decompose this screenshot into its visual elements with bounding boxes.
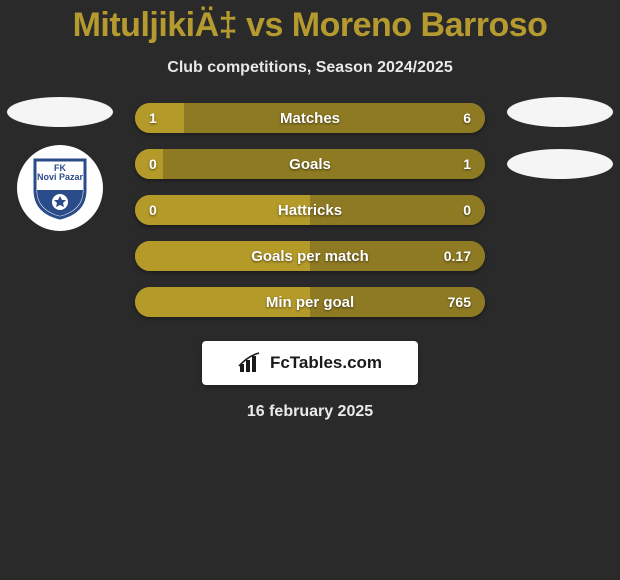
bar-chart-icon	[238, 352, 264, 374]
site-logo-text: FcTables.com	[270, 353, 382, 373]
stat-left-value: 0	[149, 202, 157, 218]
stat-label: Goals per match	[251, 248, 369, 265]
left-player-ellipse	[7, 97, 113, 127]
stat-left-value: 0	[149, 156, 157, 172]
stat-bars: 1 6 Matches 0 1 Goals 0 0 Hattricks 0.17 Goals per…	[135, 103, 485, 317]
comparison-content: FK Novi Pazar 1 6 Matches 0 1 Goals 0 0 Hattrick…	[0, 103, 620, 317]
comparison-date: 16 february 2025	[0, 403, 620, 421]
left-club-badge: FK Novi Pazar	[17, 145, 103, 231]
stat-bar-left-fill	[135, 103, 184, 133]
stat-bar: 0 1 Goals	[135, 149, 485, 179]
left-club-name: FK Novi Pazar	[31, 164, 89, 183]
stat-label: Matches	[280, 110, 340, 127]
right-player-badges	[502, 97, 618, 179]
page-subtitle: Club competitions, Season 2024/2025	[0, 59, 620, 77]
right-player-ellipse-2	[507, 149, 613, 179]
left-player-badges: FK Novi Pazar	[2, 97, 118, 231]
stat-label: Min per goal	[266, 294, 354, 311]
stat-right-value: 6	[463, 110, 471, 126]
page-title: MituljikiÄ‡ vs Moreno Barroso	[0, 0, 620, 45]
stat-right-value: 0	[463, 202, 471, 218]
stat-label: Goals	[289, 156, 331, 173]
stat-left-value: 1	[149, 110, 157, 126]
stat-bar: 0.17 Goals per match	[135, 241, 485, 271]
shield-icon: FK Novi Pazar	[31, 156, 89, 220]
stat-bar: 765 Min per goal	[135, 287, 485, 317]
stat-label: Hattricks	[278, 202, 342, 219]
stat-bar: 0 0 Hattricks	[135, 195, 485, 225]
site-logo: FcTables.com	[202, 341, 418, 385]
stat-bar: 1 6 Matches	[135, 103, 485, 133]
stat-right-value: 0.17	[444, 248, 471, 264]
stat-right-value: 1	[463, 156, 471, 172]
right-player-ellipse-1	[507, 97, 613, 127]
club-line2: Novi Pazar	[37, 172, 83, 182]
stat-right-value: 765	[448, 294, 471, 310]
